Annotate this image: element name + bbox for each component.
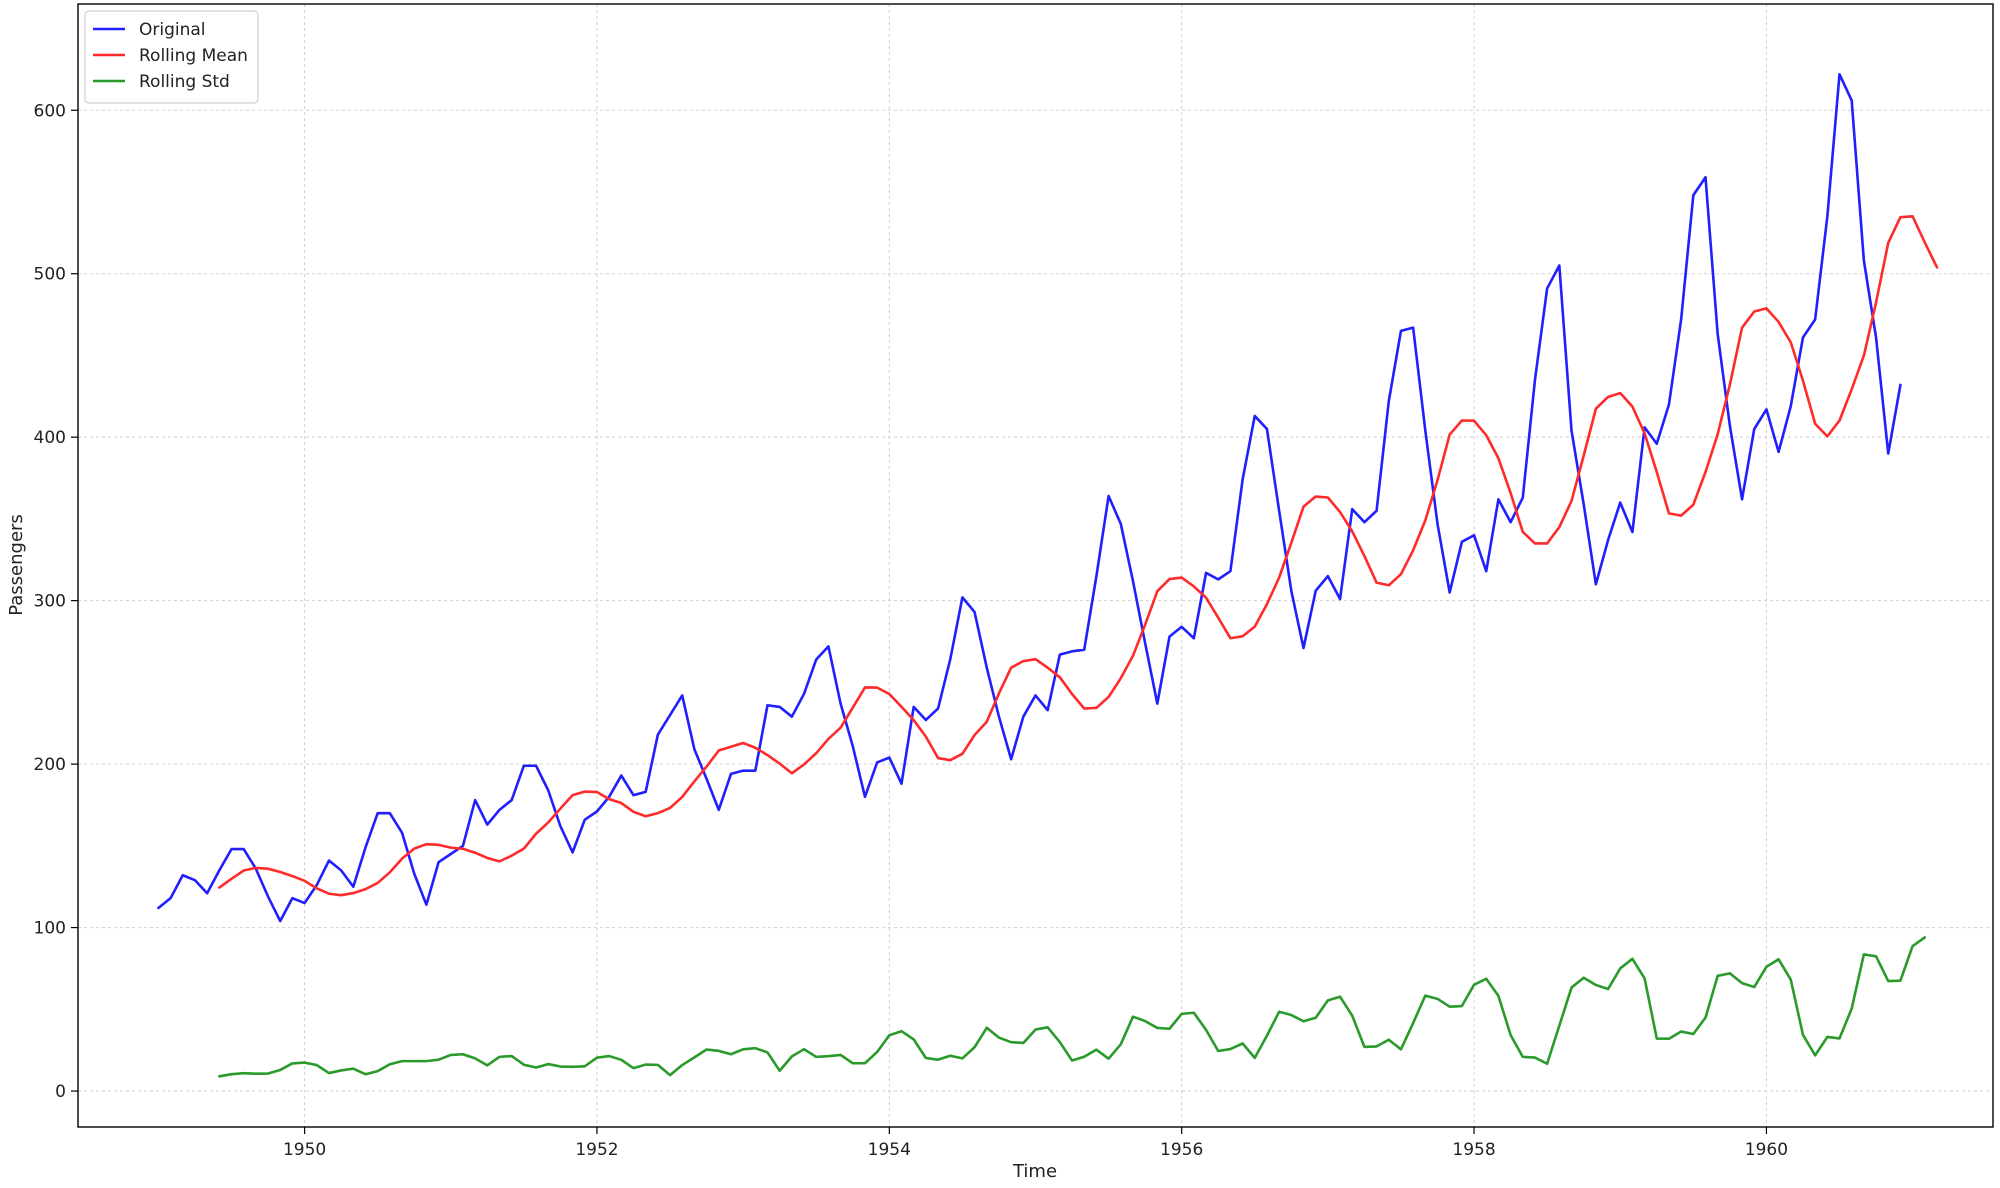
- y-tick-label: 200: [34, 755, 66, 775]
- y-tick-label: 300: [34, 592, 66, 612]
- plot-background: [78, 4, 1993, 1127]
- y-tick-label: 500: [34, 265, 66, 285]
- axis-ticks: 1950 1952 1954 1956 1958 1960 0 100 200 300 400 500…: [34, 101, 1789, 1160]
- legend-label-original: Original: [139, 20, 206, 40]
- legend-box: [84, 10, 259, 104]
- x-tick-label: 1954: [868, 1140, 911, 1160]
- series-line-rolling-mean: [218, 215, 1939, 897]
- legend: Original Rolling Mean Rolling Std: [84, 10, 259, 104]
- y-tick-label: 0: [55, 1082, 66, 1102]
- y-axis-label: Passengers: [6, 514, 27, 616]
- y-tick-label: 400: [34, 428, 66, 448]
- x-tick-label: 1952: [575, 1140, 618, 1160]
- y-tick-label: 100: [34, 919, 66, 939]
- plot-frame: [77, 3, 1994, 1128]
- x-tick-label: 1956: [1160, 1140, 1203, 1160]
- legend-label-rolling-std: Rolling Std: [139, 72, 230, 92]
- x-tick-label: 1950: [283, 1140, 326, 1160]
- x-tick-label: 1960: [1745, 1140, 1788, 1160]
- series-line-rolling-std: [218, 936, 1927, 1078]
- series-group: [157, 72, 1939, 1078]
- x-tick-label: 1958: [1452, 1140, 1495, 1160]
- y-tick-label: 600: [34, 101, 66, 121]
- legend-label-rolling-mean: Rolling Mean: [139, 46, 248, 66]
- x-axis-label: Time: [1012, 1161, 1057, 1182]
- grid: [78, 4, 1993, 1127]
- series-line-original: [157, 72, 1902, 923]
